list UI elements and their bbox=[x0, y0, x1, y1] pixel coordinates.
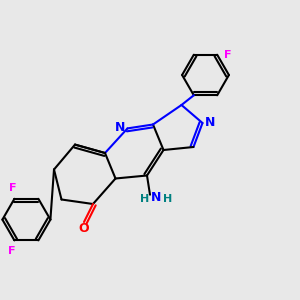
Text: O: O bbox=[78, 222, 89, 235]
Text: F: F bbox=[9, 183, 17, 193]
Text: H: H bbox=[140, 194, 149, 205]
Text: H: H bbox=[163, 194, 172, 205]
Text: F: F bbox=[8, 246, 15, 256]
Text: N: N bbox=[205, 116, 215, 129]
Text: N: N bbox=[115, 121, 125, 134]
Text: F: F bbox=[224, 50, 231, 60]
Text: N: N bbox=[151, 191, 161, 204]
